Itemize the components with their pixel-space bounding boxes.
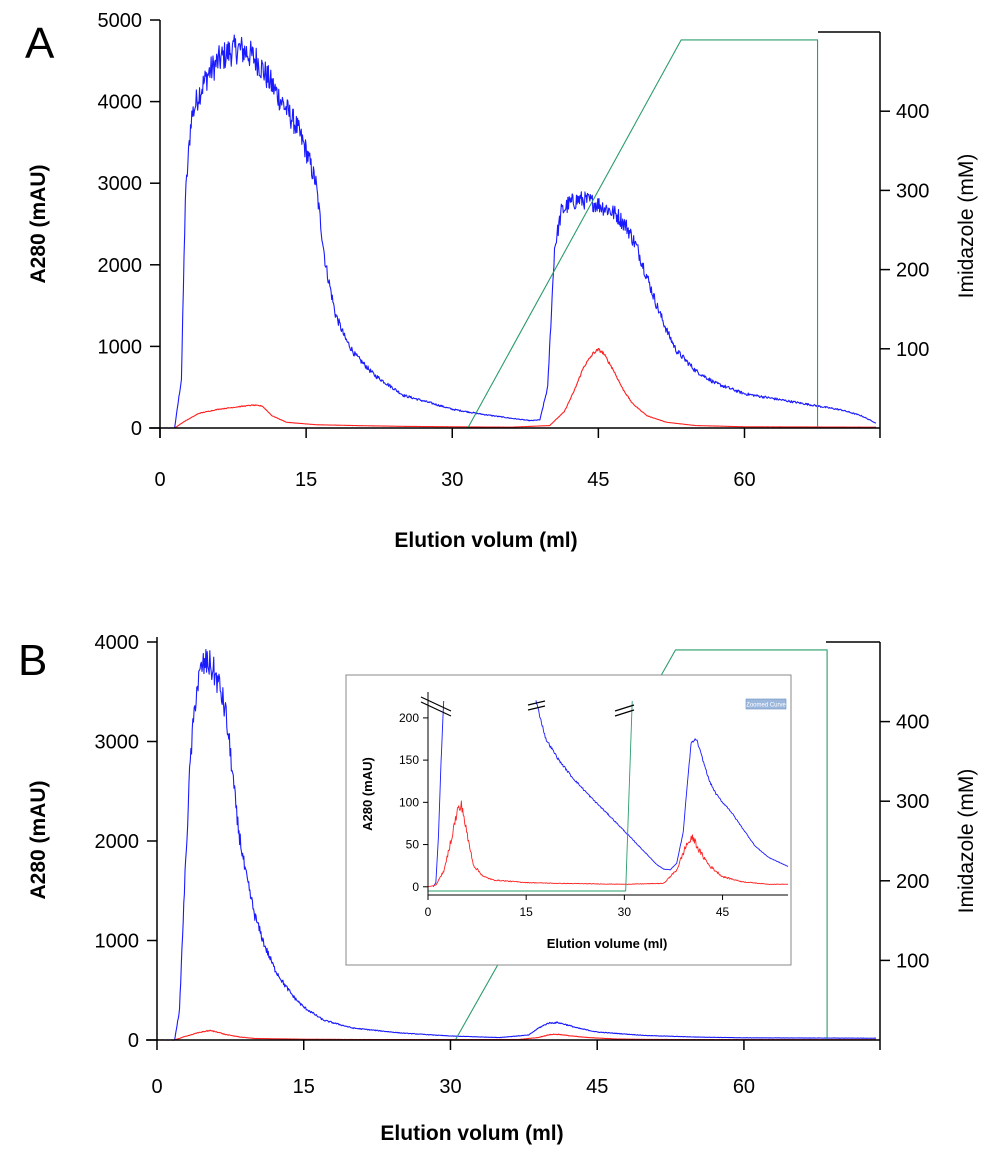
y-tick-label: 0 [412, 880, 419, 894]
inset-y-axis-title: A280 (mAU) [360, 757, 375, 831]
y2-tick-label: 400 [896, 712, 929, 734]
y-tick-label: 1000 [95, 931, 140, 953]
y-tick-label: 1000 [98, 336, 143, 358]
panel-b-y2-axis-title: Imidazole (mM) [955, 769, 978, 914]
zoomed-curve-badge-box [745, 698, 787, 710]
panel-a-series-line-2 [159, 347, 877, 429]
panel-a-letter: A [25, 19, 55, 68]
zoomed-curve-badge: Zoomed Curve [745, 698, 787, 710]
panel-b-series-line-1 [156, 649, 877, 1041]
y-tick-label: 3000 [98, 173, 143, 195]
axis-break-mark-2 [527, 700, 546, 711]
panel-b-y-axis-title: A280 (mAU) [27, 780, 50, 899]
panel-a: A 0 15 30 45 60 0 1000 2000 3000 4000 5000 100 200 30… [25, 10, 978, 552]
y-tick-label: 150 [399, 753, 419, 767]
x-tick-label: 0 [154, 469, 165, 491]
inset-series-line-2 [535, 700, 789, 871]
y-tick-label: 4000 [98, 92, 143, 114]
panel-b-letter: B [18, 636, 47, 685]
x-tick-label: 60 [733, 469, 755, 491]
x-tick-label: 15 [295, 469, 317, 491]
x-tick-label: 45 [587, 469, 609, 491]
inset-series-line-1 [432, 700, 445, 888]
x-tick-label: 30 [439, 1076, 461, 1098]
x-tick-label: 45 [716, 905, 730, 919]
panel-b-series-line-2 [156, 1029, 877, 1041]
y-tick-label: 0 [131, 418, 142, 440]
inset-series-line-3 [427, 800, 789, 888]
inset-x-axis-title: Elution volume (ml) [547, 936, 668, 951]
y-tick-label: 2000 [98, 255, 143, 277]
y-tick-label: 2000 [95, 831, 140, 853]
y-tick-label: 4000 [95, 632, 140, 654]
y2-tick-label: 100 [896, 950, 929, 972]
inset-panel: 0 15 30 45 0 50 100 150 200 Zoomed Curve Elution… [345, 674, 792, 966]
y-tick-label: 3000 [95, 732, 140, 754]
x-tick-label: 15 [293, 1076, 315, 1098]
panel-a-axes: 0 15 30 45 60 0 1000 2000 3000 4000 5000 100 200 300 4… [98, 10, 930, 491]
y-tick-label: 50 [406, 838, 420, 852]
x-tick-label: 30 [618, 905, 632, 919]
x-tick-label: 45 [586, 1076, 608, 1098]
y-tick-label: 5000 [98, 10, 143, 32]
x-tick-label: 0 [425, 905, 432, 919]
inset-axes: 0 15 30 45 0 50 100 150 200 [399, 692, 788, 919]
axis-break-mark-1 [420, 696, 452, 717]
y2-tick-label: 300 [896, 791, 929, 813]
x-tick-label: 60 [733, 1076, 755, 1098]
panel-a-y-axis-title: A280 (mAU) [27, 164, 50, 283]
panel-a-x-axis-title: Elution volum (ml) [394, 529, 577, 552]
inset-frame [345, 674, 792, 966]
x-tick-label: 15 [520, 905, 534, 919]
y2-tick-label: 100 [896, 339, 929, 361]
inset-series-line-4 [428, 700, 633, 892]
zoomed-curve-badge-text: Zoomed Curve [746, 703, 786, 709]
inset-series [427, 700, 789, 892]
y-tick-label: 200 [399, 711, 419, 725]
y2-tick-label: 400 [896, 101, 929, 123]
axis-break-mark-3 [614, 704, 635, 717]
y2-tick-label: 300 [896, 180, 929, 202]
y2-tick-label: 200 [896, 871, 929, 893]
y-tick-label: 0 [128, 1030, 139, 1052]
x-tick-label: 30 [441, 469, 463, 491]
panel-a-ticks: 0 15 30 45 60 0 1000 2000 3000 4000 5000 100 200 300 4… [98, 10, 930, 491]
panel-a-series-line-3 [160, 39, 876, 429]
x-tick-label: 0 [151, 1076, 162, 1098]
panel-a-series [159, 34, 877, 429]
y-tick-label: 100 [399, 795, 419, 809]
panel-a-y2-axis-title: Imidazole (mM) [955, 154, 978, 299]
y2-tick-label: 200 [896, 260, 929, 282]
panel-b: B 0 15 30 45 6001000200030004000100200300400… [18, 632, 978, 1145]
inset-axis-break-marks [420, 696, 635, 717]
panel-b-x-axis-title: Elution volum (ml) [380, 1122, 563, 1145]
inset-ticks: 0 15 30 45 0 50 100 150 200 [399, 711, 730, 919]
panel-a-series-line-1 [159, 34, 877, 429]
